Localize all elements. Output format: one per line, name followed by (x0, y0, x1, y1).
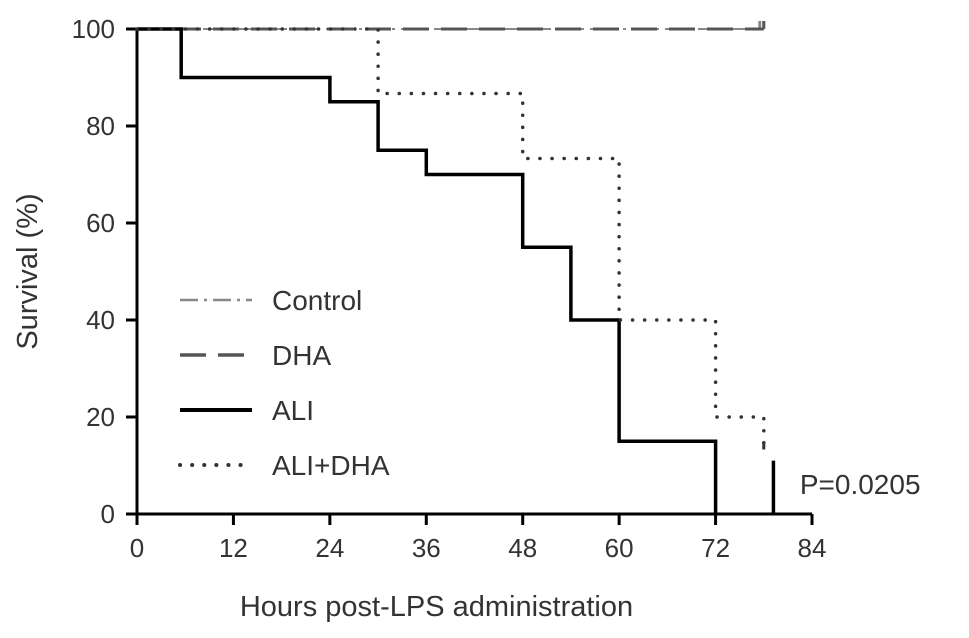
x-tick-label-24: 24 (315, 533, 344, 563)
x-tick-label-84: 84 (798, 533, 827, 563)
legend-label-ali-dha: ALI+DHA (272, 450, 390, 481)
series-lines (135, 21, 776, 514)
x-tick-label-48: 48 (508, 533, 537, 563)
x-axis-title: Hours post-LPS administration (240, 591, 633, 623)
legend-label-control: Control (272, 285, 362, 316)
y-tick-label-100: 100 (72, 14, 115, 44)
tick-labels: 0 12 24 36 48 60 72 84 0 20 40 60 80 100 (72, 14, 827, 563)
legend: Control DHA ALI ALI+DHA (178, 285, 390, 481)
series-line-ali-dha (135, 27, 766, 452)
axes (126, 27, 814, 525)
y-axis-title: Survival (%) (12, 193, 44, 349)
y-tick-label-40: 40 (86, 305, 115, 335)
y-tick-label-0: 0 (101, 499, 115, 529)
x-tick-label-12: 12 (219, 533, 248, 563)
legend-label-ali: ALI (272, 395, 314, 426)
x-tick-label-60: 60 (605, 533, 634, 563)
x-tick-label-72: 72 (701, 533, 730, 563)
x-tick-label-0: 0 (130, 533, 144, 563)
y-tick-label-60: 60 (86, 208, 115, 238)
y-tick-label-20: 20 (86, 402, 115, 432)
annotations: P=0.0205 (800, 469, 921, 500)
x-tick-label-36: 36 (412, 533, 441, 563)
p-value-annotation: P=0.0205 (800, 469, 921, 500)
y-tick-label-80: 80 (86, 111, 115, 141)
series-line-ali (137, 27, 718, 514)
legend-label-dha: DHA (272, 340, 331, 371)
